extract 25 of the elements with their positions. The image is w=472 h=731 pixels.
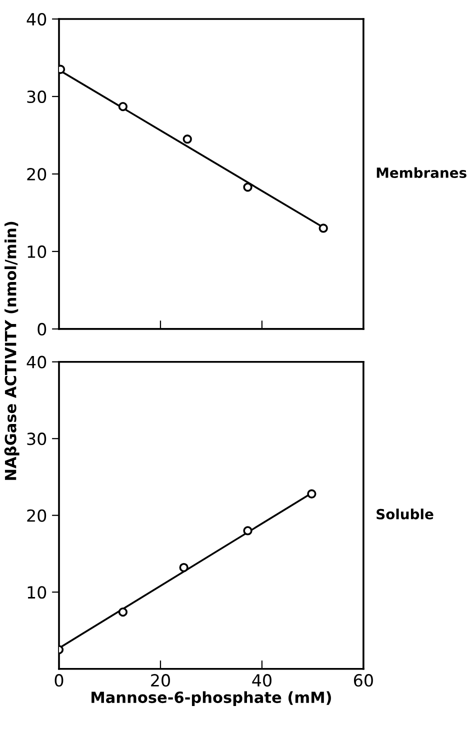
point — [243, 182, 252, 192]
point — [118, 607, 128, 617]
point — [318, 224, 328, 233]
point — [307, 489, 316, 498]
x-tick-label: 0 — [54, 674, 64, 687]
point — [118, 102, 128, 112]
y-tick-label: 30 — [27, 432, 46, 446]
y-axis-title: NAβGase ACTIVITY (nmol/min) — [4, 222, 20, 480]
y-tick-label: 10 — [28, 586, 46, 599]
y-tick-label: 40 — [26, 12, 46, 26]
y-tick-label: 0 — [38, 322, 46, 336]
x-tick-label: 20 — [151, 674, 170, 687]
x-axis-title: Mannose-6-phosphate (mM) — [92, 691, 331, 706]
point — [179, 562, 188, 572]
y-tick-label: 30 — [27, 90, 46, 104]
point — [243, 526, 252, 536]
y-tick-label: 40 — [26, 356, 46, 368]
point — [182, 134, 192, 144]
text: Soluble — [376, 508, 434, 520]
y-tick-label: 20 — [27, 509, 46, 522]
x-tick-label: 40 — [252, 674, 272, 687]
y-tick-label: 10 — [28, 245, 46, 258]
y-tick-label: 20 — [27, 168, 46, 181]
x-tick-label: 60 — [354, 674, 373, 687]
text: Membranes — [376, 167, 466, 178]
